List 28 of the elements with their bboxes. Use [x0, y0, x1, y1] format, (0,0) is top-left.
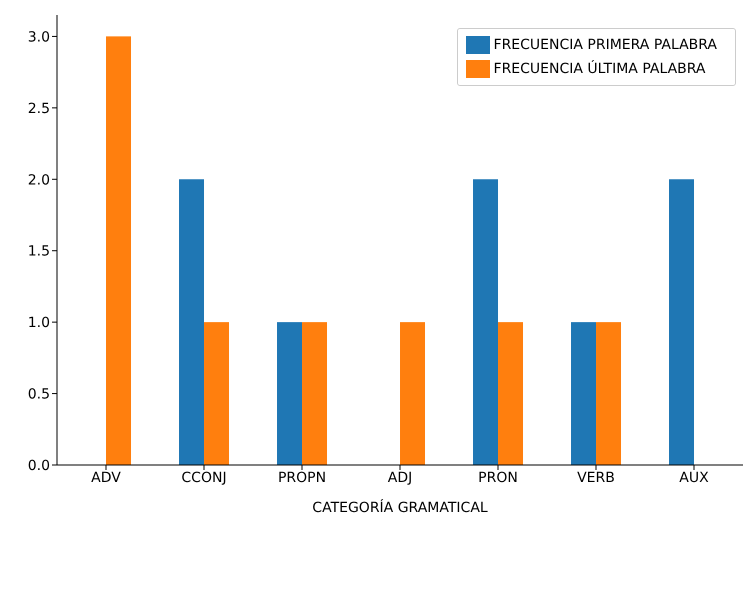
bar — [571, 322, 596, 465]
y-tick-label: 2.5 — [28, 100, 50, 117]
y-tick-label: 1.5 — [28, 244, 50, 260]
bar — [302, 322, 328, 465]
bar — [179, 179, 204, 465]
bar — [106, 36, 132, 465]
legend-label: FRECUENCIA ÚLTIMA PALABRA — [494, 60, 706, 77]
x-tick-label: VERB — [577, 470, 615, 486]
x-tick-label: CCONJ — [181, 470, 227, 486]
bar — [473, 179, 498, 465]
x-tick-label: PROPN — [278, 470, 326, 486]
x-axis-title: CATEGORÍA GRAMATICAL — [312, 499, 488, 516]
y-tick-label: 2.0 — [28, 172, 50, 188]
bar — [498, 322, 524, 465]
x-tick-label: PRON — [478, 470, 518, 486]
y-tick-label: 0.5 — [28, 386, 50, 403]
legend-label: FRECUENCIA PRIMERA PALABRA — [494, 36, 717, 53]
x-tick-label: ADJ — [388, 470, 412, 486]
bar — [669, 179, 694, 465]
x-tick-label: ADV — [91, 470, 122, 486]
bar — [400, 322, 426, 465]
y-tick-label: 3.0 — [28, 29, 50, 46]
bar — [596, 322, 622, 465]
x-tick-label: AUX — [679, 470, 710, 486]
bar — [277, 322, 302, 465]
y-tick-label: 0.0 — [28, 458, 50, 474]
bar — [204, 322, 230, 465]
y-tick-label: 1.0 — [28, 315, 50, 332]
